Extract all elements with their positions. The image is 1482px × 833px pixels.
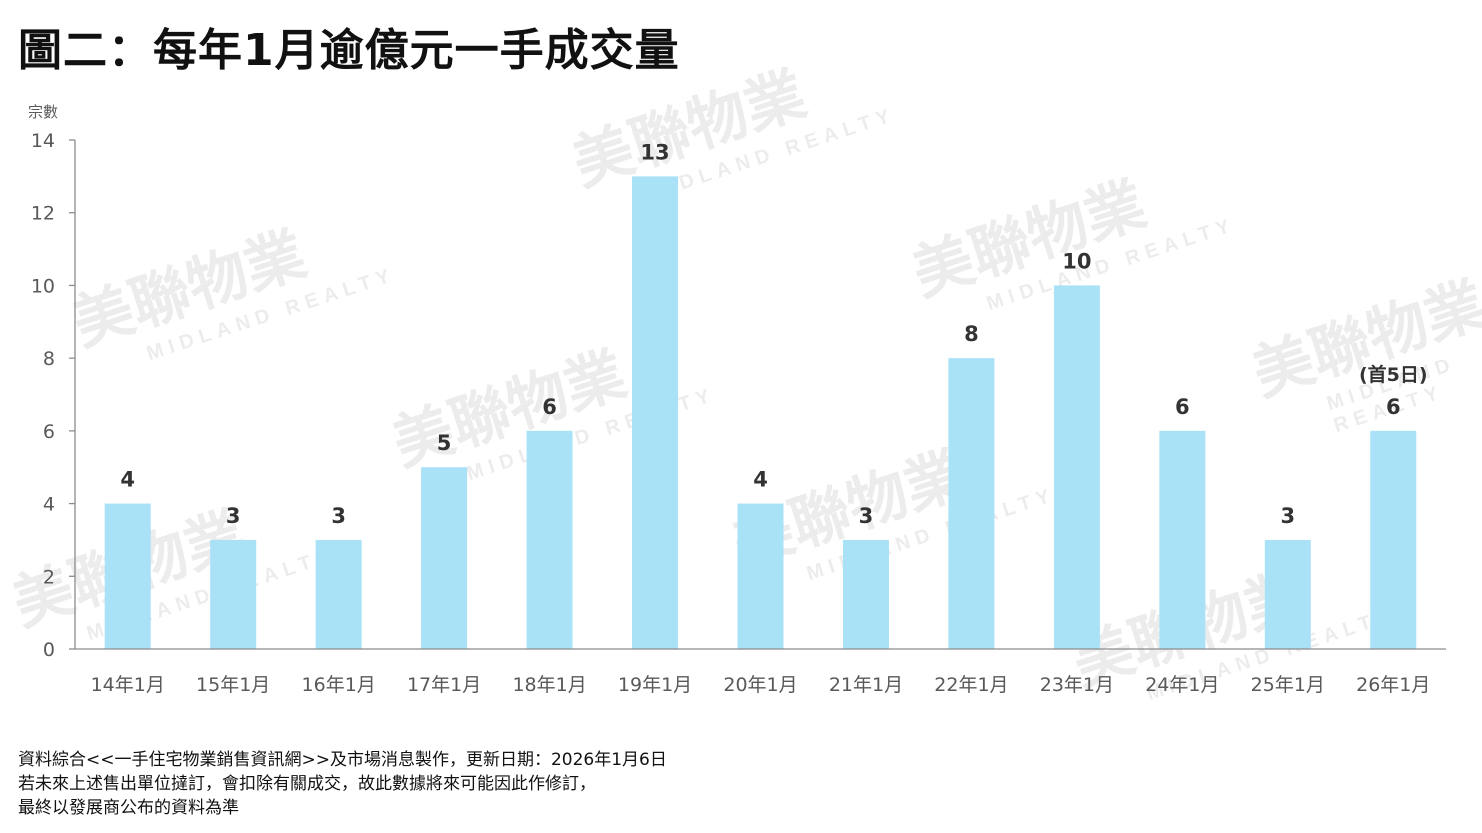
footnote-line: 若未來上述售出單位撻訂，會扣除有關成交，故此數據將來可能因此作修訂， xyxy=(18,774,596,794)
bar xyxy=(1264,539,1311,649)
data-label: 6 xyxy=(542,395,557,419)
y-tick-label: 14 xyxy=(31,130,55,152)
data-label: 4 xyxy=(753,468,768,492)
data-label: 3 xyxy=(226,504,241,528)
bar xyxy=(1053,285,1100,649)
data-label: 13 xyxy=(640,140,669,164)
data-label: 4 xyxy=(120,468,135,492)
footnote-line: 最終以發展商公布的資料為準 xyxy=(18,798,239,818)
y-tick-label: 0 xyxy=(43,639,55,661)
bar xyxy=(526,430,573,649)
data-label: 3 xyxy=(331,504,346,528)
axes-group: 0 2 4 6 8 10 12 14 14年1月 15年1月 16年1月 17年1月 18年1月 19年1… xyxy=(31,130,1446,696)
x-tick-label: 23年1月 xyxy=(1040,674,1114,696)
x-tick-label: 24年1月 xyxy=(1145,674,1219,696)
y-tick-label: 6 xyxy=(43,421,55,443)
bar-chart: 4 3 3 5 6 13 4 3 8 10 6 3 6 (首5日) 0 2 4 6 8 10 12 14 14年1月 15年… xyxy=(28,103,1446,696)
bar xyxy=(737,503,784,649)
data-label: 8 xyxy=(964,322,979,346)
footnotes: 資料綜合<<一手住宅物業銷售資訊網>>及市場消息製作，更新日期：2026年1月6… xyxy=(18,748,667,820)
bar xyxy=(315,539,362,649)
x-tick-label: 26年1月 xyxy=(1356,674,1430,696)
y-tick-label: 4 xyxy=(43,494,55,516)
y-axis-label: 宗數 xyxy=(28,103,58,121)
bar-annotation: (首5日) xyxy=(1359,363,1428,386)
bar xyxy=(1159,430,1206,649)
bar xyxy=(632,176,679,649)
data-labels-group: 4 3 3 5 6 13 4 3 8 10 6 3 6 (首5日) xyxy=(120,140,1427,528)
footnote-line: 資料綜合<<一手住宅物業銷售資訊網>>及市場消息製作，更新日期：2026年1月6… xyxy=(18,750,667,770)
x-tick-label: 15年1月 xyxy=(196,674,270,696)
page-title: 圖二：每年1月逾億元一手成交量 xyxy=(18,25,680,76)
x-tick-label: 17年1月 xyxy=(407,674,481,696)
x-tick-label: 21年1月 xyxy=(829,674,903,696)
y-tick-label: 12 xyxy=(31,203,55,225)
data-label: 10 xyxy=(1062,249,1091,273)
data-label: 3 xyxy=(859,504,874,528)
bar xyxy=(210,539,257,649)
x-tick-label: 22年1月 xyxy=(934,674,1008,696)
bar xyxy=(948,358,995,649)
data-label: 3 xyxy=(1280,504,1295,528)
bar xyxy=(842,539,889,649)
x-tick-label: 25年1月 xyxy=(1251,674,1325,696)
bar xyxy=(104,503,151,649)
x-tick-label: 16年1月 xyxy=(302,674,376,696)
x-tick-label: 14年1月 xyxy=(91,674,165,696)
bar xyxy=(1370,430,1417,649)
y-tick-label: 8 xyxy=(43,348,55,370)
data-label: 6 xyxy=(1175,395,1190,419)
x-tick-label: 18年1月 xyxy=(512,674,586,696)
x-tick-label: 20年1月 xyxy=(723,674,797,696)
y-tick-label: 10 xyxy=(31,275,55,297)
y-tick-label: 2 xyxy=(43,566,55,588)
bars-group xyxy=(104,176,1417,649)
bar xyxy=(421,467,468,649)
data-label: 5 xyxy=(437,431,452,455)
data-label: 6 xyxy=(1386,395,1401,419)
x-tick-label: 19年1月 xyxy=(618,674,692,696)
